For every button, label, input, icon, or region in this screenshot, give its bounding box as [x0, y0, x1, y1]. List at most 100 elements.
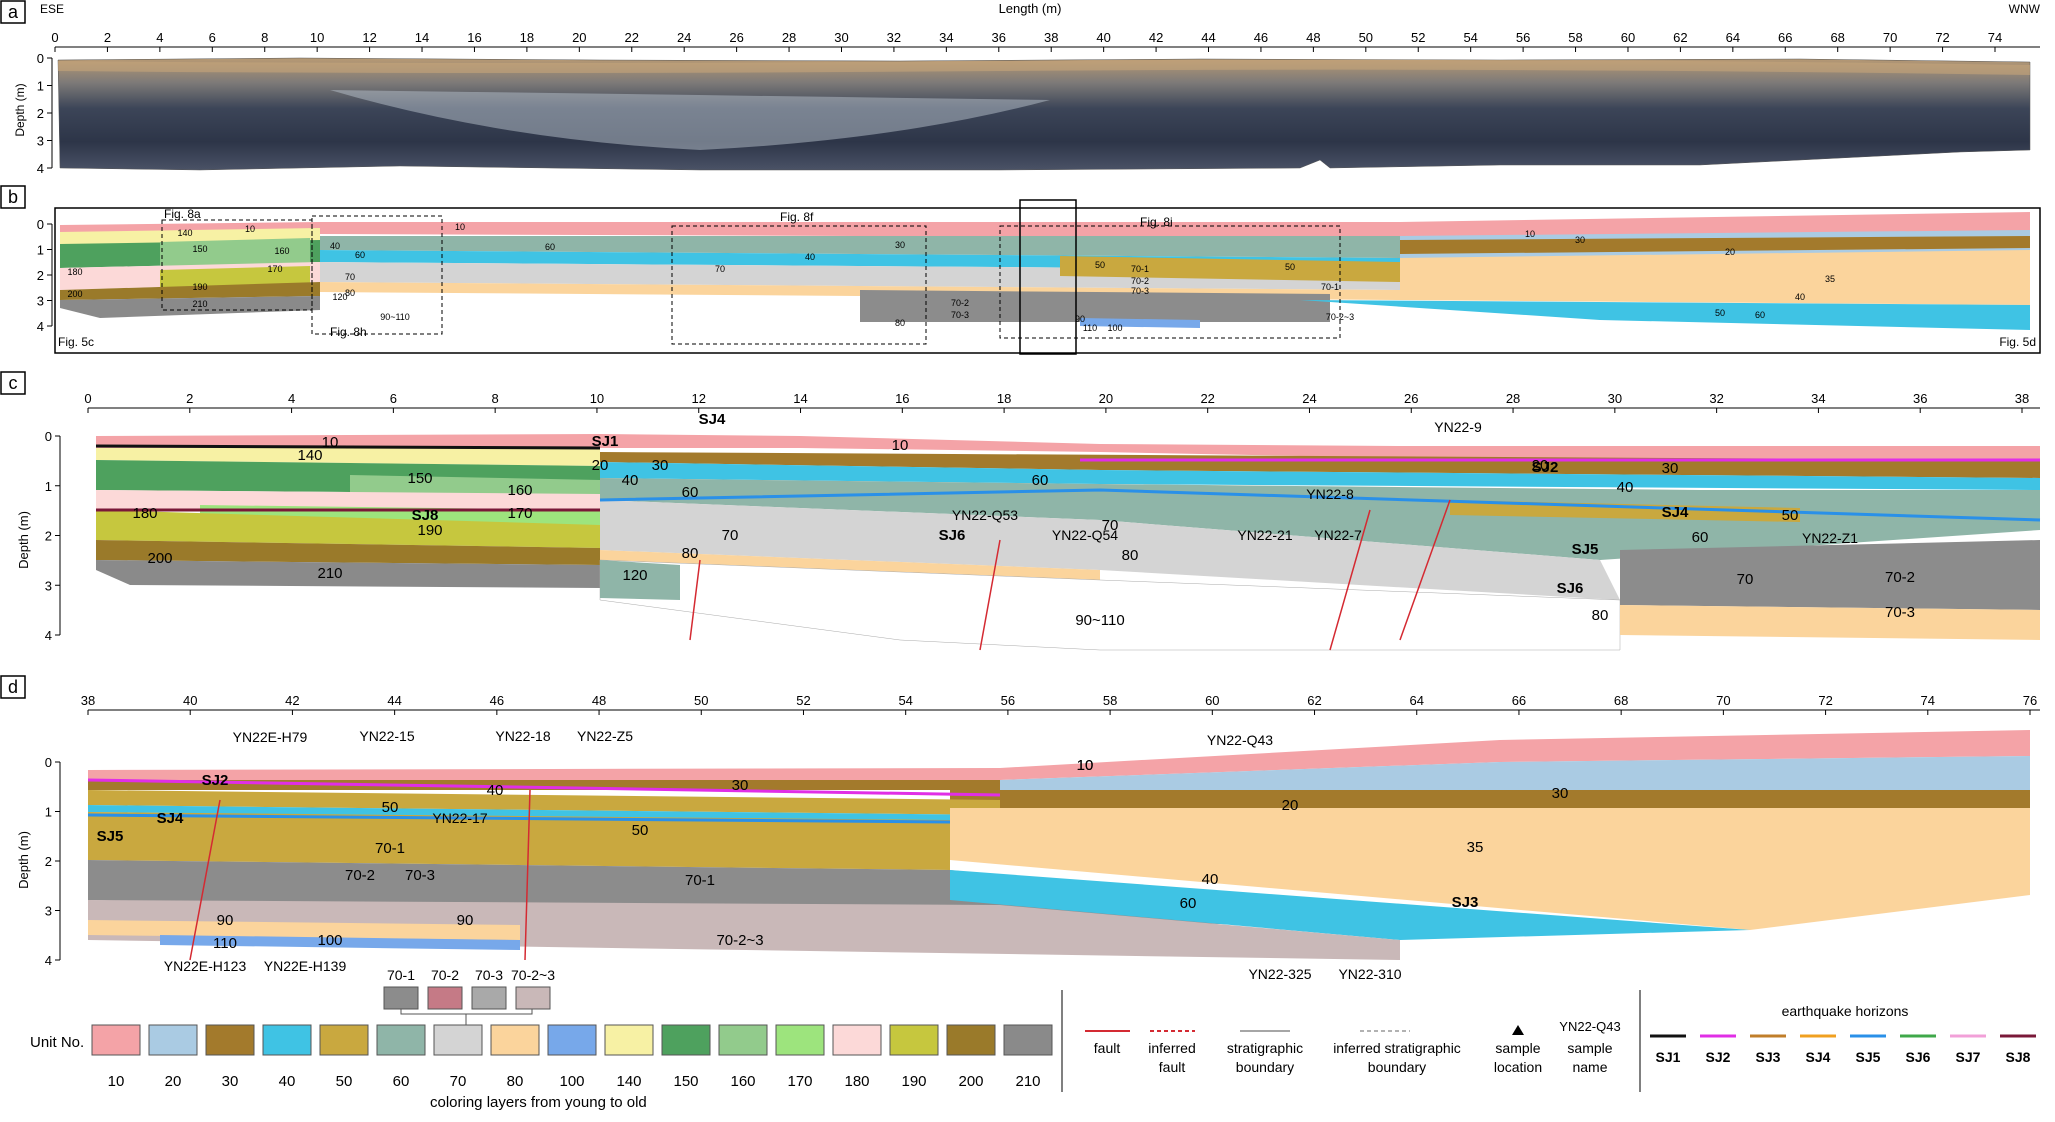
- b-unit-label: 10: [455, 222, 465, 232]
- d-unit-label: 70-3: [405, 867, 435, 884]
- c-top-tick-label: 12: [692, 391, 706, 406]
- unit-swatch-label: 160: [730, 1073, 755, 1090]
- c-unit-label: 50: [1782, 507, 1799, 524]
- b-depth-label: 3: [37, 294, 44, 309]
- d-unit-label: 70-1: [685, 872, 715, 889]
- b-unit-label: 180: [67, 267, 82, 277]
- d-unit-label: 30: [732, 777, 749, 794]
- unit-swatch-label: 70: [450, 1073, 467, 1090]
- a-depth-label: 1: [37, 79, 44, 94]
- c-unit-label: 60: [1692, 529, 1709, 546]
- d-top-tick-label: 60: [1205, 693, 1219, 708]
- fig-8h-label: Fig. 8h: [330, 325, 367, 339]
- d-unit-label: 90: [457, 912, 474, 929]
- eq-horizon-label: SJ2: [1706, 1049, 1731, 1065]
- d-unit-label: 20: [1282, 797, 1299, 814]
- c-horizon-label: SJ4: [1662, 504, 1689, 521]
- a-depth-label: 4: [37, 161, 44, 176]
- c-depth-label: 0: [45, 429, 52, 444]
- length-axis-title: Length (m): [999, 1, 1062, 16]
- unit-swatch-label: 150: [673, 1073, 698, 1090]
- sub-unit-label: 70-2: [431, 967, 459, 983]
- panel-a-tag: a: [8, 2, 19, 22]
- c-top-tick-label: 18: [997, 391, 1011, 406]
- fig-8a-label: Fig. 8a: [164, 207, 201, 221]
- a-top-tick-label: 74: [1988, 30, 2002, 45]
- b-unit-label: 40: [805, 252, 815, 262]
- legend: 10 20 30 40 50 60 70 80 100 140 150 160 170 180 190 200…: [30, 967, 2036, 1111]
- unit-swatch: [91, 1024, 141, 1056]
- c-depth-label: 4: [45, 628, 52, 643]
- b-unit-label: 90: [1075, 314, 1085, 324]
- fig-8h-box: [311, 215, 443, 335]
- fig-5d-label: Fig. 5d: [1999, 335, 2036, 349]
- eq-horizons-title: earthquake horizons: [1782, 1003, 1909, 1019]
- c-sample-label: YN22-Z1: [1802, 530, 1858, 546]
- eq-horizon-label: SJ4: [1806, 1049, 1831, 1065]
- d-top-tick-label: 38: [81, 693, 95, 708]
- fig-5c-label: Fig. 5c: [58, 335, 94, 349]
- a-top-tick-label: 28: [782, 30, 796, 45]
- c-sample-label: YN22-Q53: [952, 507, 1018, 523]
- panel-d-top-ticks: 38 40 42 44 46 48 50 52 54 56 58 60 62 64 66 68 70 72 74 76: [81, 693, 2037, 715]
- c-unit-label: 80: [1592, 607, 1609, 624]
- eq-horizon-label: SJ3: [1756, 1049, 1781, 1065]
- b-unit-70-1-layer: [860, 290, 1330, 322]
- legend-unit-swatches: 10 20 30 40 50 60 70 80 100 140 150 160 170 180 190 200…: [91, 1024, 1053, 1090]
- fig-8f-box: [671, 225, 927, 345]
- d-top-tick-label: 76: [2023, 693, 2037, 708]
- c-unit-label: 120: [622, 567, 647, 584]
- overlap-box: [1019, 199, 1077, 355]
- a-top-tick-label: 2: [104, 30, 111, 45]
- c-depth-label: 2: [45, 529, 52, 544]
- d-top-tick-label: 74: [1921, 693, 1935, 708]
- eq-horizon-label: SJ5: [1856, 1049, 1881, 1065]
- d-sample-label: YN22E-H123: [164, 958, 247, 974]
- c-unit-180-layer: [96, 490, 600, 510]
- c-top-tick-label: 26: [1404, 391, 1418, 406]
- a-top-tick-label: 10: [310, 30, 324, 45]
- b-unit-label: 90~110: [380, 312, 410, 322]
- unit-swatch: [832, 1024, 882, 1056]
- d-top-tick-label: 56: [1001, 693, 1015, 708]
- d-depth-label: 4: [45, 953, 52, 968]
- d-unit-50b-layer: [88, 812, 950, 870]
- d-unit-label: 70-1: [375, 840, 405, 857]
- c-unit-label: 10: [322, 434, 339, 451]
- unit-swatch: [376, 1024, 426, 1056]
- c-unit-label: 30: [1662, 460, 1679, 477]
- c-horizon-label: SJ6: [939, 527, 966, 544]
- panel-a: a ESE WNW Length (m) 0 2 4 6 8 10 12 14 16 18 20 22…: [0, 0, 2041, 176]
- c-top-tick-label: 16: [895, 391, 909, 406]
- c-sample-label: YN22-Q54: [1052, 527, 1118, 543]
- c-unit-label: 70: [722, 527, 739, 544]
- c-top-tick-label: 14: [793, 391, 807, 406]
- d-top-tick-label: 40: [183, 693, 197, 708]
- c-top-tick-label: 34: [1811, 391, 1825, 406]
- d-horizon-sj5-line: [87, 813, 951, 824]
- d-unit-label: 10: [1077, 757, 1094, 774]
- a-top-tick-label: 60: [1621, 30, 1635, 45]
- direction-left-label: ESE: [40, 2, 64, 16]
- inferred-strat-label-1: inferred stratigraphic: [1333, 1040, 1461, 1056]
- d-unit-label: 10: [1077, 757, 1094, 774]
- d-unit-30b-layer: [950, 790, 2030, 808]
- a-top-tick-label: 52: [1411, 30, 1425, 45]
- a-top-tick-label: 20: [572, 30, 586, 45]
- a-top-tick-label: 18: [520, 30, 534, 45]
- sub-unit-swatch: [471, 986, 507, 1010]
- b-unit-label: 40: [330, 241, 340, 251]
- b-unit-label: 190: [192, 282, 207, 292]
- sub-unit-bracket: [400, 1009, 533, 1025]
- d-sample-label: YN22-18: [495, 728, 550, 744]
- sub-unit-swatch: [383, 986, 419, 1010]
- unit-swatch-label: 80: [507, 1073, 524, 1090]
- unit-swatch-label: 180: [844, 1073, 869, 1090]
- b-unit-label: 120: [332, 292, 347, 302]
- a-top-tick-label: 50: [1359, 30, 1373, 45]
- unit-swatch: [946, 1024, 996, 1056]
- b-unit-60-layer: [320, 236, 1400, 258]
- c-top-tick-label: 20: [1099, 391, 1113, 406]
- a-top-tick-label: 48: [1306, 30, 1320, 45]
- d-unit-35-layer: [950, 808, 2030, 930]
